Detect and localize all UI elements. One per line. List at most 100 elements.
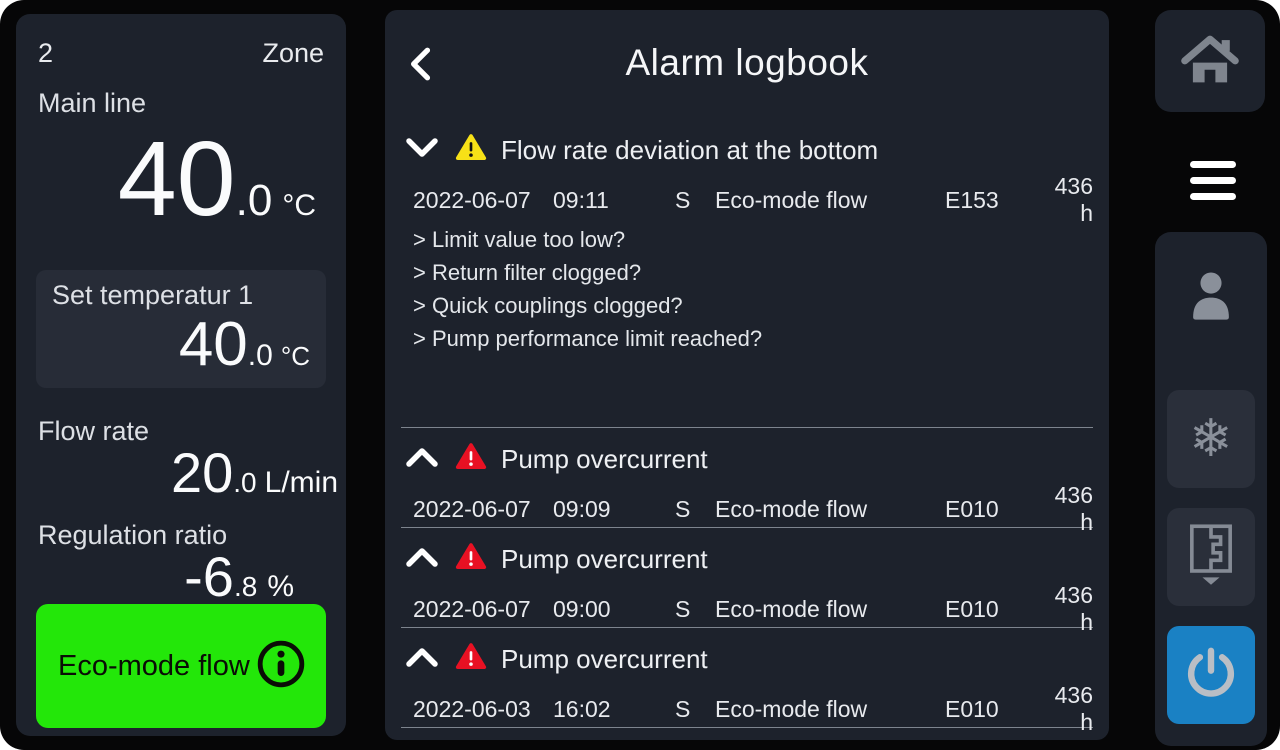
alarm-date: 2022-06-03 — [413, 695, 531, 722]
alarm-hours: 436 h — [1054, 173, 1093, 226]
menu-button[interactable] — [1145, 128, 1280, 232]
user-button[interactable] — [1155, 258, 1267, 338]
home-icon — [1181, 32, 1239, 91]
regulation-ratio-value: -6 .8 % — [16, 546, 294, 608]
alarm-detail-line: > Return filter clogged? — [413, 260, 642, 285]
mold-icon — [1184, 522, 1238, 593]
chevron-up-icon[interactable] — [405, 445, 439, 474]
snowflake-icon: ❄ — [1189, 409, 1233, 469]
alarm-mode: Eco-mode flow — [715, 695, 868, 722]
alarm-code: E153 — [945, 186, 999, 213]
error-triangle-icon — [455, 642, 487, 676]
zone-number: 2 — [38, 38, 54, 68]
alarm-ack-flag: S — [675, 495, 691, 522]
alarm-detail-line: > Limit value too low? — [413, 227, 626, 252]
main-line-temp-decimal: .0 — [235, 176, 273, 225]
logbook-header: Alarm logbook — [385, 10, 1109, 115]
eco-mode-flow-label: Eco-mode flow — [58, 649, 250, 682]
alarm-ack-flag: S — [675, 186, 691, 213]
alarm-entry: Flow rate deviation at the bottom 2022-0… — [401, 115, 1093, 428]
set-temperature-decimal: .0 — [247, 339, 273, 372]
alarm-mode: Eco-mode flow — [715, 186, 868, 213]
set-temperature-box[interactable]: Set temperatur 1 40 .0 °C — [36, 270, 326, 388]
mold-button[interactable] — [1167, 508, 1255, 606]
alarm-detail-line: > Quick couplings clogged? — [413, 293, 683, 318]
set-temperature-value: 40 .0 °C — [52, 310, 310, 379]
nav-panel: ❄ — [1155, 232, 1267, 746]
main-line-unit: °C — [282, 189, 316, 222]
nav-sidebar: ❄ — [1145, 0, 1280, 750]
cooling-button[interactable]: ❄ — [1167, 390, 1255, 488]
regulation-ratio-unit: % — [267, 570, 294, 603]
alarm-date: 2022-06-07 — [413, 595, 531, 622]
alarm-hours: 436 h — [1054, 482, 1093, 535]
user-icon — [1185, 268, 1237, 329]
regulation-ratio-decimal: .8 — [233, 571, 258, 602]
flow-rate-unit: L/min — [264, 466, 338, 499]
set-temperature-label: Set temperatur 1 — [52, 280, 254, 310]
chevron-up-icon[interactable] — [405, 545, 439, 574]
flow-rate-value: 20 .0 L/min — [16, 442, 338, 504]
main-line-value: 40 .0 °C — [16, 126, 316, 232]
chevron-up-icon[interactable] — [405, 645, 439, 674]
flow-rate-label: Flow rate — [38, 416, 150, 446]
alarm-hours: 436 h — [1054, 682, 1093, 735]
set-temperature-unit: °C — [280, 341, 310, 371]
alarm-code: E010 — [945, 595, 999, 622]
alarm-mode: Eco-mode flow — [715, 495, 868, 522]
page-title: Alarm logbook — [625, 42, 869, 83]
alarm-entry-header[interactable]: Pump overcurrent — [401, 638, 1093, 680]
zone-status-panel: 2 Zone Main line 40 .0 °C Set temperatur… — [16, 14, 346, 736]
alarm-details: > Limit value too low? > Return filter c… — [401, 223, 1093, 355]
zone-label: Zone — [262, 38, 324, 68]
power-icon — [1183, 645, 1239, 706]
alarm-ack-flag: S — [675, 695, 691, 722]
chevron-down-icon[interactable] — [405, 136, 439, 165]
regulation-ratio-label: Regulation ratio — [38, 520, 228, 550]
menu-icon — [1189, 160, 1236, 168]
alarm-title: Pump overcurrent — [501, 543, 708, 574]
main-line-temp: 40 — [117, 120, 236, 238]
alarm-data-row: 2022-06-07 09:09 S Eco-mode flow E010 43… — [401, 482, 1093, 535]
alarm-title: Flow rate deviation at the bottom — [501, 134, 879, 165]
home-button[interactable] — [1155, 10, 1265, 112]
alarm-date: 2022-06-07 — [413, 495, 531, 522]
set-temperature-number: 40 — [178, 310, 248, 379]
alarm-entry: Pump overcurrent 2022-06-03 16:02 S Eco-… — [401, 628, 1093, 735]
alarm-mode: Eco-mode flow — [715, 595, 868, 622]
alarm-time: 09:11 — [553, 186, 609, 213]
alarm-title: Pump overcurrent — [501, 643, 708, 674]
alarm-title: Pump overcurrent — [501, 443, 708, 474]
flow-rate-number: 20 — [170, 441, 234, 504]
alarm-entry-header[interactable]: Pump overcurrent — [401, 438, 1093, 480]
alarm-logbook-panel: Alarm logbook — [385, 10, 1109, 740]
info-icon[interactable] — [256, 639, 306, 694]
alarm-ack-flag: S — [675, 595, 691, 622]
alarm-time: 09:09 — [553, 495, 611, 522]
alarm-code: E010 — [945, 695, 999, 722]
main-line-label: Main line — [38, 88, 147, 118]
alarm-entry: Pump overcurrent 2022-06-07 09:09 S Eco-… — [401, 428, 1093, 535]
alarm-time: 09:00 — [553, 595, 611, 622]
back-chevron-icon[interactable] — [403, 46, 439, 82]
alarm-list: Flow rate deviation at the bottom 2022-0… — [401, 115, 1093, 735]
alarm-time: 16:02 — [553, 695, 611, 722]
alarm-code: E010 — [945, 495, 999, 522]
alarm-data-row: 2022-06-07 09:00 S Eco-mode flow E010 43… — [401, 582, 1093, 635]
alarm-data-row: 2022-06-07 09:11 S Eco-mode flow E153 43… — [401, 173, 1093, 226]
alarm-hours: 436 h — [1054, 582, 1093, 635]
eco-mode-flow-button[interactable]: Eco-mode flow — [36, 604, 326, 728]
zone-row: 2 Zone — [38, 38, 324, 69]
alarm-detail-line: > Pump performance limit reached? — [413, 326, 763, 351]
error-triangle-icon — [455, 542, 487, 576]
regulation-ratio-number: -6 — [184, 545, 234, 608]
alarm-data-row: 2022-06-03 16:02 S Eco-mode flow E010 43… — [401, 682, 1093, 735]
error-triangle-icon — [455, 442, 487, 476]
flow-rate-decimal: .0 — [233, 467, 257, 498]
power-button[interactable] — [1167, 626, 1255, 724]
alarm-date: 2022-06-07 — [413, 186, 531, 213]
alarm-entry-header[interactable]: Pump overcurrent — [401, 538, 1093, 580]
warning-triangle-icon — [455, 133, 487, 167]
alarm-entry-header[interactable]: Flow rate deviation at the bottom — [401, 129, 1093, 171]
